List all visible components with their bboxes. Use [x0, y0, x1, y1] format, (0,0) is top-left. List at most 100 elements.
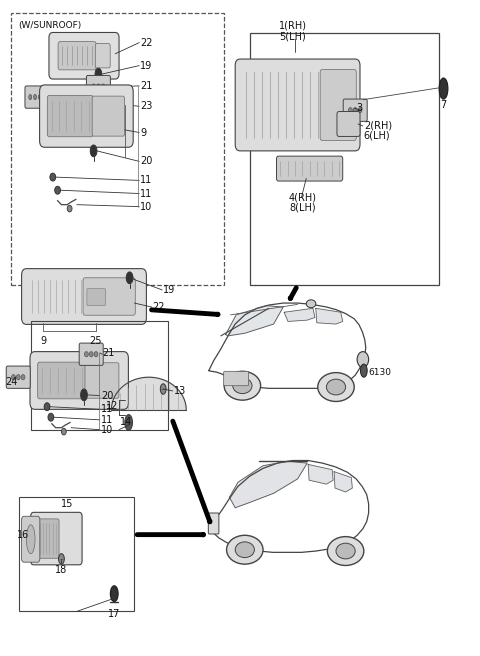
- Ellipse shape: [29, 94, 32, 100]
- Text: 11: 11: [101, 404, 113, 415]
- Text: 21: 21: [140, 81, 153, 91]
- Text: 14: 14: [120, 417, 132, 428]
- Ellipse shape: [233, 378, 252, 394]
- Ellipse shape: [348, 108, 352, 113]
- Text: 23: 23: [140, 101, 153, 112]
- FancyBboxPatch shape: [87, 289, 106, 306]
- Ellipse shape: [160, 384, 166, 394]
- Polygon shape: [111, 377, 186, 410]
- Text: 6(LH): 6(LH): [364, 131, 390, 141]
- FancyBboxPatch shape: [39, 85, 133, 147]
- Polygon shape: [334, 472, 352, 492]
- FancyBboxPatch shape: [79, 343, 103, 365]
- Ellipse shape: [227, 535, 263, 564]
- Ellipse shape: [48, 413, 54, 421]
- Ellipse shape: [327, 537, 364, 565]
- Polygon shape: [229, 461, 307, 508]
- Ellipse shape: [326, 379, 346, 395]
- Text: 21: 21: [102, 348, 114, 358]
- FancyBboxPatch shape: [85, 363, 119, 398]
- Ellipse shape: [439, 78, 448, 99]
- Text: 12: 12: [106, 401, 118, 411]
- FancyBboxPatch shape: [224, 371, 249, 386]
- Text: 1(RH): 1(RH): [279, 20, 307, 31]
- Text: 4(RH): 4(RH): [289, 192, 317, 203]
- FancyBboxPatch shape: [343, 99, 367, 121]
- Text: 25: 25: [90, 336, 102, 346]
- Ellipse shape: [358, 108, 362, 113]
- FancyBboxPatch shape: [92, 96, 124, 136]
- FancyBboxPatch shape: [31, 512, 82, 565]
- Ellipse shape: [94, 352, 98, 357]
- Polygon shape: [308, 464, 333, 484]
- Ellipse shape: [353, 108, 357, 113]
- Text: 6130: 6130: [369, 368, 392, 377]
- FancyBboxPatch shape: [49, 32, 119, 79]
- FancyBboxPatch shape: [235, 59, 360, 151]
- Ellipse shape: [92, 84, 96, 89]
- FancyBboxPatch shape: [337, 112, 360, 136]
- FancyBboxPatch shape: [95, 43, 110, 68]
- FancyBboxPatch shape: [22, 516, 40, 562]
- Ellipse shape: [84, 352, 88, 357]
- Ellipse shape: [44, 403, 50, 411]
- Text: 8(LH): 8(LH): [289, 203, 315, 213]
- FancyBboxPatch shape: [25, 86, 46, 108]
- FancyBboxPatch shape: [47, 95, 93, 136]
- Ellipse shape: [81, 389, 87, 401]
- Ellipse shape: [318, 373, 354, 401]
- Ellipse shape: [306, 300, 316, 308]
- FancyBboxPatch shape: [208, 513, 219, 534]
- Text: 3: 3: [356, 103, 362, 113]
- Bar: [19, 497, 134, 611]
- Ellipse shape: [67, 205, 72, 212]
- Text: 2(RH): 2(RH): [364, 121, 392, 131]
- FancyBboxPatch shape: [86, 75, 110, 98]
- Text: 7: 7: [440, 100, 447, 110]
- Text: 22: 22: [140, 37, 153, 48]
- Ellipse shape: [34, 94, 36, 100]
- Ellipse shape: [110, 586, 118, 602]
- Ellipse shape: [125, 415, 132, 430]
- Text: 20: 20: [101, 390, 113, 401]
- Ellipse shape: [50, 173, 56, 181]
- Text: 11: 11: [101, 415, 113, 425]
- Text: 20: 20: [140, 156, 153, 167]
- Ellipse shape: [61, 428, 66, 435]
- Text: 19: 19: [163, 285, 176, 295]
- Text: 24: 24: [5, 377, 17, 387]
- Ellipse shape: [12, 375, 15, 380]
- Polygon shape: [226, 306, 283, 336]
- FancyBboxPatch shape: [30, 352, 129, 409]
- Ellipse shape: [95, 68, 102, 80]
- Text: (W/SUNROOF): (W/SUNROOF): [18, 21, 81, 30]
- Text: 10: 10: [101, 424, 113, 435]
- FancyBboxPatch shape: [276, 156, 343, 181]
- Ellipse shape: [16, 375, 20, 380]
- Ellipse shape: [26, 525, 35, 554]
- Text: 16: 16: [16, 529, 29, 540]
- Text: 11: 11: [140, 175, 153, 186]
- Polygon shape: [316, 308, 343, 324]
- Text: 17: 17: [108, 609, 120, 619]
- Ellipse shape: [336, 543, 355, 559]
- Text: 11: 11: [140, 188, 153, 199]
- Ellipse shape: [59, 554, 64, 564]
- FancyBboxPatch shape: [6, 366, 30, 388]
- Bar: [11, 13, 224, 285]
- Text: 5(LH): 5(LH): [279, 31, 306, 41]
- Text: 22: 22: [153, 302, 165, 312]
- Ellipse shape: [235, 542, 254, 558]
- FancyBboxPatch shape: [37, 519, 59, 558]
- Text: 13: 13: [174, 386, 186, 396]
- Text: 9: 9: [40, 336, 46, 346]
- FancyBboxPatch shape: [22, 269, 146, 324]
- Ellipse shape: [21, 375, 25, 380]
- FancyBboxPatch shape: [58, 41, 96, 70]
- Ellipse shape: [126, 272, 133, 283]
- Text: 9: 9: [140, 127, 146, 138]
- Ellipse shape: [224, 371, 261, 400]
- Ellipse shape: [90, 145, 97, 157]
- Text: 15: 15: [61, 499, 73, 509]
- Ellipse shape: [101, 84, 105, 89]
